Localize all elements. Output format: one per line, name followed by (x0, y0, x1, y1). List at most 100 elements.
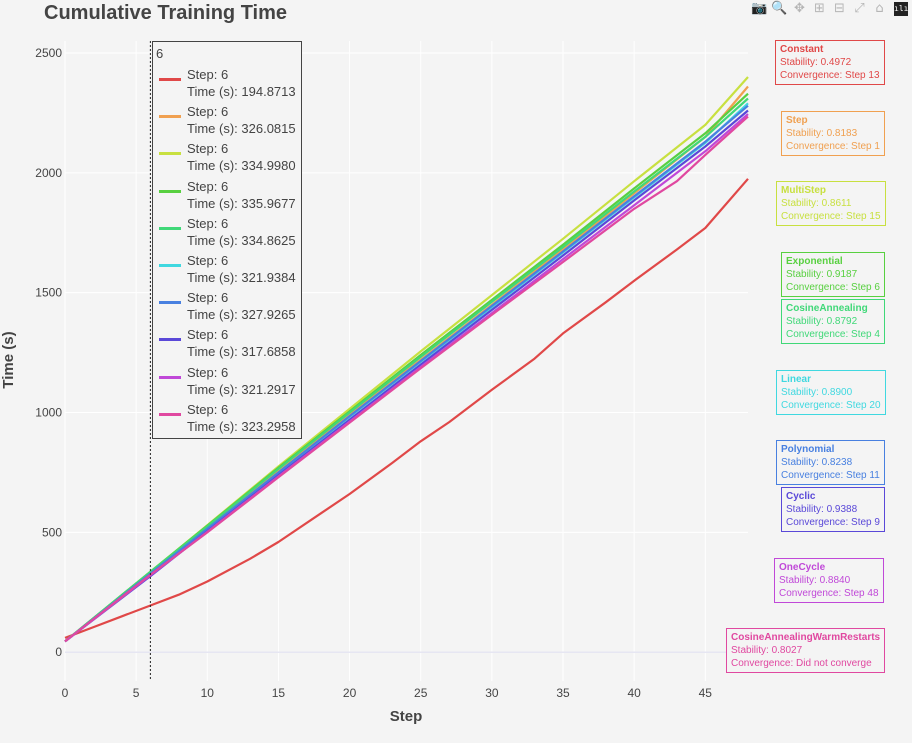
annotation-stability: Stability: 0.8238 (781, 457, 853, 468)
zoom-icon[interactable]: 🔍 (771, 1, 788, 16)
annotation-cosineannealingwarmrestarts: CosineAnnealingWarmRestarts Stability: 0.… (726, 628, 886, 673)
hover-time: Time (s): 327.9265 (187, 307, 296, 323)
x-tick-label: 25 (414, 686, 428, 700)
hover-tooltip: 6 Step: 6 Time (s): 194.8713 Step: 6 Time (… (152, 41, 302, 439)
hover-step: Step: 6 (187, 401, 229, 417)
camera-icon[interactable]: 📷 (751, 1, 768, 16)
hover-item: Step: 6 Time (s): 327.9265 (153, 289, 303, 325)
hover-swatch (159, 375, 181, 379)
hover-text: Step: 6 Time (s): 326.0815 (187, 103, 296, 137)
hover-swatch (159, 264, 181, 267)
y-tick-label: 1000 (35, 406, 62, 420)
annotation-name: Linear (781, 374, 812, 385)
annotation-stability: Stability: 0.8027 (731, 645, 803, 656)
annotation-exponential: Exponential Stability: 0.9187 Convergence:… (781, 252, 885, 297)
plotly-logo-icon[interactable]: ılı (894, 2, 908, 16)
hover-time: Time (s): 194.8713 (187, 84, 296, 99)
annotation-convergence: Convergence: Step 20 (781, 400, 881, 411)
zoom-out-icon[interactable]: ⊟ (834, 1, 845, 16)
annotation-name: Constant (780, 44, 824, 55)
hover-text: Step: 6 Time (s): 334.9980 (187, 140, 296, 174)
x-tick-label: 0 (62, 686, 69, 700)
annotation-convergence: Convergence: Step 4 (786, 329, 880, 340)
annotation-convergence: Convergence: Step 1 (786, 141, 880, 152)
y-tick-label: 1500 (35, 286, 62, 300)
annotation-stability: Stability: 0.8840 (779, 575, 851, 586)
annotation-stability: Stability: 0.9187 (786, 269, 858, 280)
annotation-convergence: Convergence: Step 13 (780, 70, 880, 81)
reset-axes-icon[interactable]: ⌂ (875, 1, 884, 16)
series-line-cosineannealing[interactable] (64, 97, 749, 643)
hover-time: Time (s): 317.6858 (187, 344, 296, 360)
annotation-constant: Constant Stability: 0.4972 Convergence: St… (775, 40, 885, 85)
hover-swatch (159, 226, 181, 230)
axis-ticks: 0 5 10 15 20 25 30 35 40 45 0 500 1000 1500 2000 2500 (35, 46, 712, 700)
x-tick-label: 35 (556, 686, 570, 700)
hover-text: Step: 6 Time (s): 321.2917 (187, 364, 296, 398)
x-tick-label: 40 (627, 686, 641, 700)
hover-item: Step: 6 Time (s): 334.9980 (153, 140, 303, 176)
y-tick-label: 0 (55, 645, 62, 659)
hover-step: Step: 6 (187, 290, 229, 306)
hover-step: Step: 6 (187, 141, 229, 157)
annotation-name: CosineAnnealing (786, 303, 868, 314)
annotation-name: MultiStep (781, 185, 826, 196)
hover-text: Step: 6 Time (s): 194.8713 (187, 66, 296, 100)
hover-time: Time (s): 334.9980 (187, 158, 296, 174)
hover-item: Step: 6 Time (s): 323.2958 (153, 401, 303, 437)
hover-text: Step: 6 Time (s): 334.8625 (187, 215, 296, 249)
pan-icon[interactable]: ✥ (794, 1, 805, 16)
hover-header: 6 (156, 46, 164, 61)
annotation-cosineannealing: CosineAnnealing Stability: 0.8792 Converge… (781, 299, 885, 344)
hover-swatch (159, 301, 181, 305)
annotation-stability: Stability: 0.8792 (786, 316, 858, 327)
hover-item: Step: 6 Time (s): 321.2917 (153, 364, 303, 400)
annotation-name: OneCycle (779, 562, 826, 573)
hover-step: Step: 6 (187, 178, 229, 194)
hover-step: Step: 6 (187, 327, 229, 343)
x-axis-title: Step (390, 708, 423, 725)
annotation-name: Cyclic (786, 491, 816, 502)
hover-step: Step: 6 (187, 104, 229, 120)
hover-item: Step: 6 Time (s): 335.9677 (153, 178, 303, 214)
annotation-stability: Stability: 0.9388 (786, 504, 858, 515)
annotation-stability: Stability: 0.8900 (781, 387, 853, 398)
hover-swatch (159, 115, 181, 119)
x-tick-label: 10 (201, 686, 215, 700)
hover-swatch (159, 412, 181, 416)
zoom-in-icon[interactable]: ⊞ (814, 1, 825, 16)
hover-step: Step: 6 (187, 67, 229, 82)
annotation-polynomial: Polynomial Stability: 0.8238 Convergence: … (776, 440, 885, 485)
hover-text: Step: 6 Time (s): 335.9677 (187, 178, 296, 212)
chart-title: Cumulative Training Time (44, 2, 287, 24)
annotation-onecycle: OneCycle Stability: 0.8840 Convergence: St… (774, 558, 884, 603)
series-line-cosineannealingwarmrestarts[interactable] (64, 115, 749, 643)
autoscale-icon[interactable]: ⤢ (854, 1, 865, 16)
annotation-name: Step (786, 115, 808, 126)
series-line-polynomial[interactable] (64, 104, 749, 643)
annotation-name: Exponential (786, 256, 843, 267)
hover-item: Step: 6 Time (s): 334.8625 (153, 215, 303, 251)
annotation-multistep: MultiStep Stability: 0.8611 Convergence: S… (776, 181, 886, 226)
hover-item: Step: 6 Time (s): 326.0815 (153, 103, 303, 139)
modebar: 📷 🔍 ✥ ⊞ ⊟ ⤢ ⌂ ılı (747, 0, 912, 18)
series-line-constant[interactable] (64, 178, 749, 639)
hover-item: Step: 6 Time (s): 194.8713 (153, 66, 303, 102)
y-axis-title: Time (s) (0, 331, 17, 388)
hover-text: Step: 6 Time (s): 321.9384 (187, 252, 296, 286)
annotation-convergence: Convergence: Did not converge (731, 658, 872, 669)
annotation-linear: Linear Stability: 0.8900 Convergence: Step… (776, 370, 886, 415)
hover-time: Time (s): 326.0815 (187, 121, 296, 137)
annotation-step: Step Stability: 0.8183 Convergence: Step 1 (781, 111, 885, 156)
hover-swatch (159, 78, 181, 81)
annotation-convergence: Convergence: Step 9 (786, 517, 880, 528)
hover-step: Step: 6 (187, 215, 229, 231)
annotation-convergence: Convergence: Step 11 (781, 470, 880, 481)
hover-item: Step: 6 Time (s): 321.9384 (153, 252, 303, 288)
annotation-convergence: Convergence: Step 15 (781, 211, 881, 222)
annotation-stability: Stability: 0.8183 (786, 128, 858, 139)
hover-time: Time (s): 334.8625 (187, 232, 296, 248)
hover-text: Step: 6 Time (s): 323.2958 (187, 401, 296, 435)
